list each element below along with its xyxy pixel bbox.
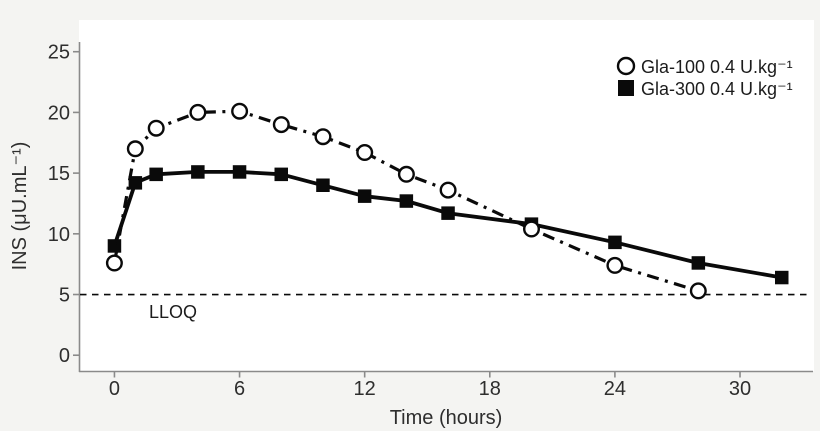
legend-filled-square-icon <box>618 80 634 96</box>
data-point-square <box>691 256 706 270</box>
data-point-circle <box>272 116 290 134</box>
data-point-square <box>399 194 414 208</box>
data-point-circle <box>189 103 207 121</box>
x-tick-label: 18 <box>479 378 501 400</box>
data-point-circle <box>314 128 332 146</box>
x-tick-label: 30 <box>729 378 751 400</box>
axis-labels: Time (hours) INS (μU.mL⁻¹) LLOQ <box>9 142 502 429</box>
data-point-circle <box>231 102 249 120</box>
y-tick-label: 20 <box>48 102 70 124</box>
y-tick-label: 5 <box>59 285 70 307</box>
data-point-circle <box>689 282 707 300</box>
series-line-gla300 <box>112 169 783 280</box>
y-tick-label: 10 <box>48 224 70 246</box>
data-series <box>105 102 789 300</box>
data-point-square <box>316 178 330 192</box>
data-point-square <box>232 165 247 179</box>
data-point-circle <box>397 165 415 183</box>
data-point-square <box>608 235 622 250</box>
axes: 0 5 10 15 20 25 0 6 12 18 24 30 <box>48 42 813 400</box>
data-point-circle <box>105 254 123 272</box>
legend-open-circle-icon <box>616 56 636 76</box>
legend-label-gla300: Gla-300 0.4 U.kg⁻¹ <box>641 79 793 99</box>
data-point-square <box>149 167 163 182</box>
y-tick-label: 15 <box>48 163 70 185</box>
data-point-circle <box>439 181 457 199</box>
data-point-square <box>274 167 288 182</box>
data-point-square <box>441 206 455 220</box>
data-point-square <box>357 189 372 203</box>
x-tick-label: 24 <box>604 378 626 400</box>
x-axis-title: Time (hours) <box>390 407 503 429</box>
data-point-square <box>191 165 205 179</box>
data-point-circle <box>606 256 624 274</box>
y-tick-label: 25 <box>48 42 70 64</box>
x-tick-label: 0 <box>109 378 120 400</box>
data-point-circle <box>147 119 165 137</box>
data-point-square <box>775 270 789 285</box>
data-point-circle <box>523 220 541 238</box>
y-axis-title: INS (μU.mL⁻¹) <box>9 142 31 271</box>
x-tick-label: 12 <box>354 378 376 400</box>
y-tick-label: 0 <box>59 345 70 367</box>
lloq-label: LLOQ <box>149 302 197 322</box>
data-point-square <box>128 176 143 190</box>
data-point-circle <box>126 140 144 158</box>
legend-label-gla100: Gla-100 0.4 U.kg⁻¹ <box>641 57 793 77</box>
x-tick-label: 6 <box>234 378 245 400</box>
legend: Gla-100 0.4 U.kg⁻¹ Gla-300 0.4 U.kg⁻¹ <box>616 56 793 99</box>
data-point-circle <box>356 143 374 161</box>
data-point-square <box>107 239 122 253</box>
